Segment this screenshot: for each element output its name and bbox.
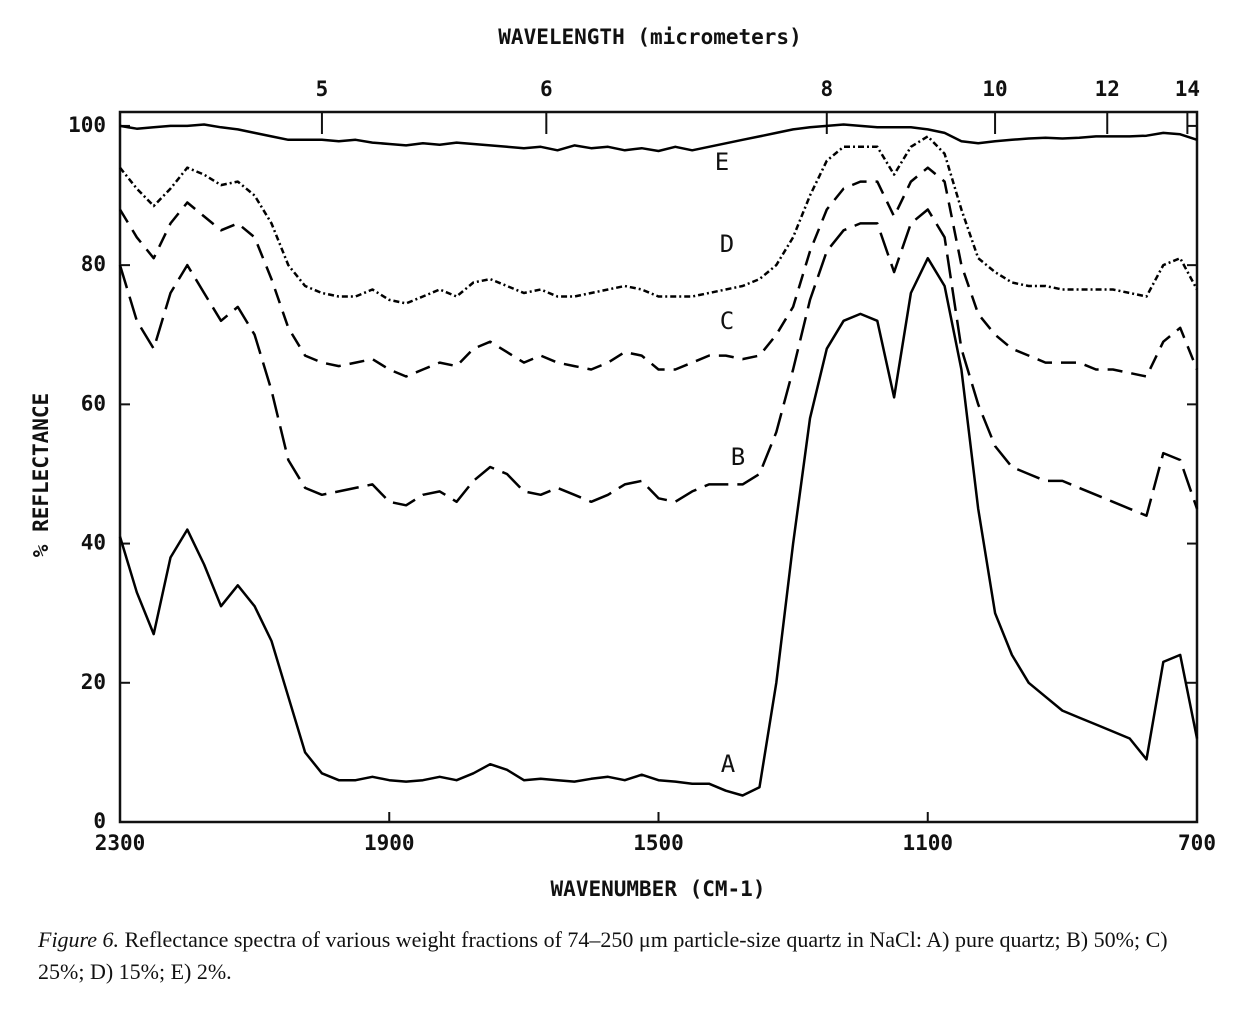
- series-label: A: [721, 750, 736, 778]
- x-tick-label: 1500: [633, 831, 684, 855]
- series-label: B: [731, 443, 745, 471]
- x-tick-label: 1100: [902, 831, 953, 855]
- y-tick-label: 100: [68, 113, 106, 137]
- y-tick-label: 0: [93, 809, 106, 833]
- series-line: [119, 135, 1199, 305]
- y-tick-label: 80: [81, 252, 106, 276]
- plot-frame: [118, 110, 1199, 824]
- series-label: E: [715, 148, 729, 176]
- caption: Figure 6. Reflectance spectra of various…: [38, 924, 1208, 988]
- y-axis-title: % REFLECTANCE: [29, 393, 53, 557]
- x-axis-title: WAVENUMBER (CM-1): [551, 877, 766, 901]
- x-tick-label: 700: [1178, 831, 1216, 855]
- y-tick-label: 60: [81, 391, 106, 415]
- x-tick-label: 2300: [95, 831, 146, 855]
- series-label: D: [720, 230, 734, 258]
- caption-text: Reflectance spectra of various weight fr…: [38, 927, 1168, 984]
- series-line: [118, 256, 1199, 797]
- y-tick-label: 40: [81, 531, 106, 555]
- series-line: [118, 166, 1199, 378]
- series-line: [118, 208, 1199, 517]
- x-tick-label: 1900: [364, 831, 415, 855]
- x2-tick-label: 10: [982, 77, 1007, 101]
- x2-tick-label: 5: [316, 77, 329, 101]
- x2-tick-label: 6: [540, 77, 553, 101]
- chart: WAVELENGTH (micrometers) WAVENUMBER (CM-…: [29, 25, 1216, 901]
- x2-tick-label: 14: [1175, 77, 1200, 101]
- x2-tick-label: 12: [1095, 77, 1120, 101]
- y-tick-label: 20: [81, 670, 106, 694]
- series-label: C: [720, 307, 734, 335]
- caption-label: Figure 6.: [38, 927, 120, 952]
- series-line: [119, 123, 1198, 153]
- x2-tick-label: 8: [820, 77, 833, 101]
- chart-title: WAVELENGTH (micrometers): [498, 25, 801, 49]
